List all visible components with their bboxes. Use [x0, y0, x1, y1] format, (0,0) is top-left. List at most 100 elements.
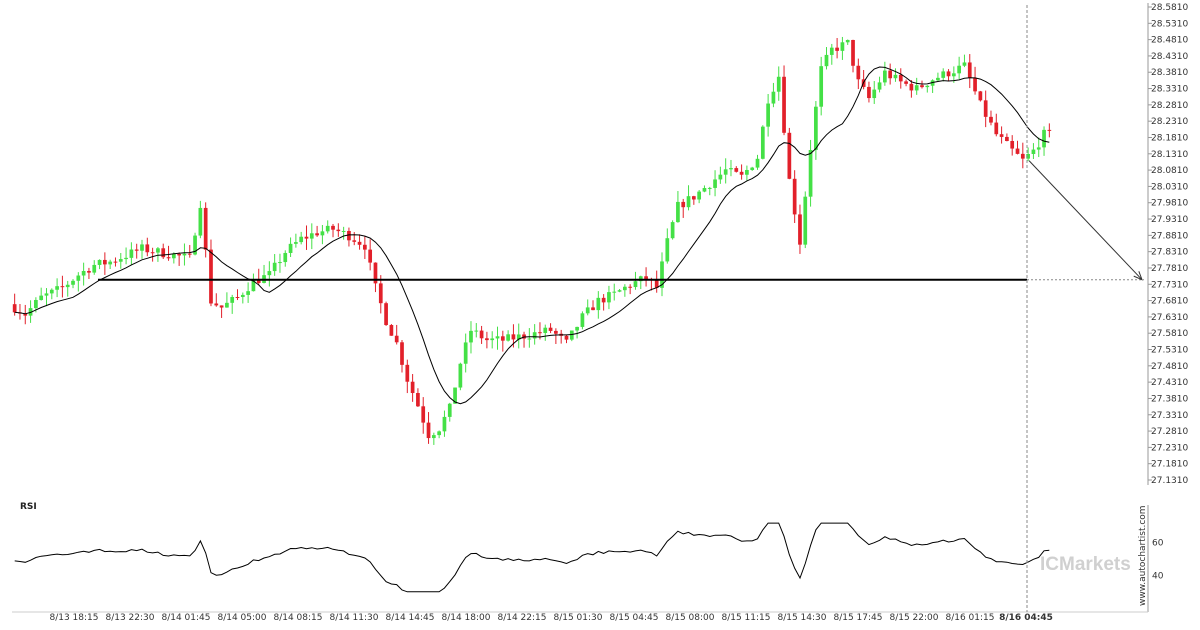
- candle-body: [877, 82, 882, 90]
- candle-body: [225, 302, 229, 308]
- candle-body: [214, 303, 219, 306]
- candle-body: [442, 416, 447, 432]
- candle-body: [394, 335, 399, 343]
- time-tick-label: 8/15 14:30: [777, 613, 826, 623]
- candle-body: [554, 330, 558, 334]
- candle-body: [500, 336, 505, 341]
- rsi-tick-label: 40: [1152, 571, 1164, 581]
- candle-body: [81, 270, 86, 276]
- price-tick-label: 27.2310: [1151, 443, 1188, 453]
- candle-body: [272, 262, 277, 272]
- candle-body: [883, 70, 887, 83]
- candle-body: [1036, 147, 1041, 150]
- price-panel: [12, 36, 1144, 445]
- candle-body: [410, 381, 415, 394]
- candle-body: [23, 313, 28, 316]
- candle-body: [707, 187, 712, 189]
- candle-body: [479, 330, 484, 339]
- candle-body: [792, 178, 797, 215]
- candle-body: [941, 71, 946, 78]
- candle-body: [951, 73, 956, 77]
- candle-body: [904, 81, 908, 84]
- candle-body: [798, 214, 802, 245]
- candle-body: [325, 225, 330, 232]
- price-tick-label: 27.2810: [1151, 427, 1188, 437]
- candle-body: [368, 249, 373, 263]
- candle-body: [808, 150, 813, 197]
- time-tick-label: 8/16 04:45: [999, 613, 1053, 623]
- candle-body: [235, 296, 240, 298]
- candle-body: [702, 188, 707, 192]
- candle-body: [283, 252, 288, 263]
- candle-body: [739, 171, 744, 175]
- candle-body: [76, 275, 81, 281]
- candle-body: [495, 336, 500, 339]
- candle-body: [60, 286, 65, 288]
- candle-body: [87, 270, 91, 273]
- candle-body: [803, 196, 808, 245]
- candle-body: [713, 179, 717, 188]
- candle-body: [654, 279, 659, 288]
- price-tick-label: 28.0810: [1151, 166, 1188, 176]
- candle-body: [623, 286, 627, 291]
- candle-body: [723, 169, 728, 175]
- candle-body: [490, 338, 495, 341]
- candle-body: [474, 330, 479, 332]
- candle-body: [177, 253, 181, 256]
- time-tick-label: 8/14 11:30: [329, 613, 378, 623]
- time-tick-label: 8/13 18:15: [49, 613, 98, 623]
- candle-body: [569, 330, 574, 340]
- candle-body: [182, 253, 187, 256]
- price-tick-label: 28.0310: [1151, 182, 1188, 192]
- candle-body: [845, 39, 850, 43]
- candle-body: [187, 253, 192, 255]
- candle-body: [644, 276, 648, 279]
- candle-body: [124, 257, 128, 260]
- candle-body: [12, 304, 17, 313]
- candle-body: [103, 259, 107, 265]
- price-tick-label: 27.8310: [1151, 248, 1188, 258]
- price-tick-label: 28.3810: [1151, 68, 1188, 78]
- price-tick-label: 27.4810: [1151, 362, 1188, 372]
- candle-body: [893, 74, 898, 79]
- candle-body: [691, 196, 696, 200]
- time-tick-label: 8/15 22:00: [889, 613, 938, 623]
- candle-body: [288, 243, 293, 253]
- candle-body: [341, 230, 346, 232]
- candle-body: [309, 233, 314, 239]
- candle-body: [750, 167, 755, 170]
- candle-body: [580, 313, 585, 327]
- time-tick-label: 8/15 01:30: [553, 613, 602, 623]
- candle-body: [967, 62, 972, 78]
- candle-body: [378, 283, 383, 304]
- candle-body: [856, 65, 861, 80]
- price-tick-label: 28.4810: [1151, 36, 1188, 46]
- candle-body: [829, 47, 834, 55]
- candle-body: [596, 297, 601, 311]
- time-tick-label: 8/15 11:15: [721, 613, 770, 623]
- price-tick-label: 27.8810: [1151, 231, 1188, 241]
- candle-body: [766, 103, 770, 127]
- candle-body: [458, 363, 463, 388]
- rsi-label: RSI: [20, 502, 37, 512]
- candle-body: [835, 47, 839, 51]
- candle-body: [426, 422, 431, 439]
- candle-body: [575, 326, 579, 331]
- candle-body: [1047, 129, 1052, 131]
- candle-body: [930, 80, 935, 86]
- candle-body: [543, 327, 548, 334]
- candle-body: [771, 91, 776, 104]
- candle-body: [936, 77, 940, 81]
- candle-body: [209, 249, 213, 304]
- time-tick-label: 8/15 08:00: [665, 613, 714, 623]
- candle-body: [782, 76, 786, 133]
- candle-body: [331, 225, 335, 230]
- moving-average-line: [14, 66, 1050, 405]
- price-tick-label: 28.2310: [1151, 117, 1188, 127]
- candle-body: [920, 85, 924, 88]
- candle-body: [872, 89, 877, 99]
- price-tick-label: 27.5810: [1151, 329, 1188, 339]
- candle-body: [469, 330, 473, 343]
- candle-body: [909, 83, 914, 91]
- forecast-arrow-line: [1028, 160, 1143, 281]
